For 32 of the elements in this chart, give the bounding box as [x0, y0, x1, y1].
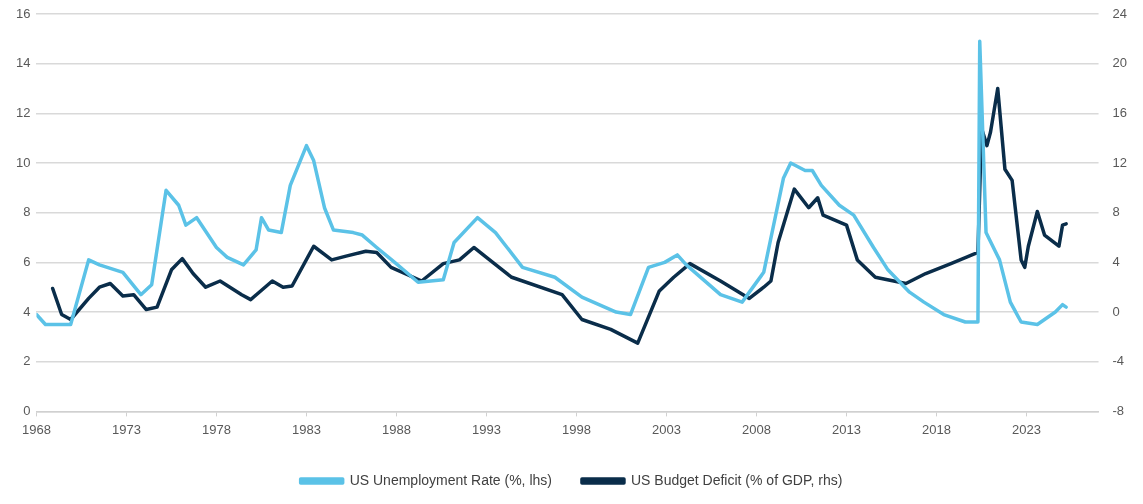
x-tick-label: 1998: [562, 421, 591, 437]
x-tick-label: 1968: [22, 421, 51, 437]
y-tick-label: 6: [23, 253, 31, 269]
y2-tick-label: -8: [1112, 402, 1125, 418]
y2-tick-label: -4: [1112, 353, 1125, 369]
y-tick-label: 10: [15, 154, 31, 170]
x-tick-label: 2013: [832, 421, 861, 437]
x-tick-label: 1988: [382, 421, 411, 437]
y2-tick-label: 8: [1112, 204, 1120, 220]
y2-tick-label: 0: [1112, 303, 1120, 319]
legend-label: US Unemployment Rate (%, lhs): [349, 471, 552, 488]
y2-tick-label: 16: [1112, 104, 1128, 120]
y-tick-label: 4: [23, 303, 31, 319]
x-tick-label: 1978: [202, 421, 231, 437]
y-tick-label: 2: [23, 353, 31, 369]
x-tick-label: 2008: [742, 421, 771, 437]
y2-tick-label: 12: [1112, 154, 1128, 170]
y2-tick-label: 24: [1112, 5, 1128, 21]
y-tick-label: 0: [23, 402, 31, 418]
y-tick-label: 8: [23, 204, 31, 220]
y2-tick-label: 4: [1112, 253, 1120, 269]
x-tick-label: 2018: [922, 421, 951, 437]
x-tick-label: 1993: [472, 421, 501, 437]
x-tick-label: 2003: [652, 421, 681, 437]
y2-tick-label: 20: [1112, 55, 1128, 71]
x-tick-label: 2023: [1012, 421, 1041, 437]
y-tick-label: 16: [15, 5, 31, 21]
x-tick-label: 1973: [112, 421, 141, 437]
legend-label: US Budget Deficit (% of GDP, rhs): [630, 471, 843, 488]
y-tick-label: 14: [15, 55, 31, 71]
x-tick-label: 1983: [292, 421, 321, 437]
y-tick-label: 12: [15, 104, 31, 120]
